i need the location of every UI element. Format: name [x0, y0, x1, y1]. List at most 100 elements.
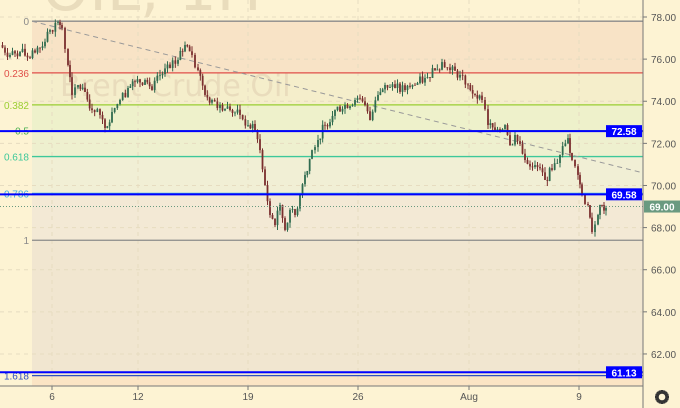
last-price-label: 69.00	[649, 203, 674, 214]
last-price-box	[644, 200, 680, 213]
candle-body	[438, 69, 441, 71]
candle-body	[156, 75, 159, 81]
candle-body	[24, 48, 26, 56]
candle-body	[251, 123, 254, 129]
y-tick-label: 70.00	[651, 181, 676, 192]
candle-body	[487, 109, 489, 126]
candle-body	[234, 112, 236, 114]
candle-body	[369, 111, 371, 120]
candle-body	[364, 101, 366, 106]
candle-body	[429, 77, 431, 78]
candle-body	[605, 208, 607, 211]
candle-body	[546, 180, 549, 181]
candle-body	[229, 106, 231, 111]
candle-body	[548, 168, 551, 181]
fib-level-label: 1.618	[4, 372, 29, 383]
candle-body	[567, 138, 569, 144]
candle-body	[46, 31, 49, 42]
y-tick-label: 66.00	[651, 266, 676, 277]
candle-body	[421, 76, 424, 83]
candle-body	[386, 85, 389, 88]
candle-body	[113, 108, 116, 112]
candle-body	[451, 66, 454, 71]
candle-body	[4, 47, 6, 53]
trend-line[interactable]	[31, 20, 644, 174]
candle-body	[409, 85, 411, 87]
candle-body	[319, 138, 322, 140]
fib-level-label: 0.236	[4, 69, 29, 80]
candle-body	[71, 77, 73, 95]
candle-body	[424, 78, 426, 83]
candle-body	[326, 125, 329, 127]
candle-body	[296, 208, 299, 215]
candle-body	[261, 150, 264, 170]
candle-body	[104, 119, 106, 128]
fib-zone	[32, 72, 643, 105]
candle-body	[414, 84, 416, 86]
y-tick-label: 76.00	[651, 55, 676, 66]
candle-body	[374, 100, 377, 112]
fib-zone	[32, 21, 643, 73]
candle-body	[389, 87, 391, 88]
candle-body	[266, 185, 269, 202]
candle-body	[34, 50, 36, 53]
candle-body	[301, 184, 304, 195]
candle-body	[39, 47, 41, 49]
candle-body	[116, 104, 119, 109]
candle-body	[334, 110, 336, 116]
candle-body	[571, 152, 573, 160]
candle-body	[489, 123, 492, 126]
y-tick-label: 68.00	[651, 224, 676, 235]
candle-body	[426, 77, 429, 79]
candle-body	[244, 119, 247, 126]
candle-body	[569, 138, 571, 153]
candle-body	[111, 111, 113, 123]
candle-body	[281, 205, 284, 219]
candle-body	[481, 95, 483, 100]
fib-level-label: 0.382	[4, 101, 29, 112]
fib-level-label: 0	[23, 17, 29, 28]
candle-body	[179, 50, 182, 60]
candle-body	[461, 74, 464, 76]
candle-body	[519, 141, 521, 144]
candle-body	[406, 85, 409, 91]
price-label: 69.58	[611, 190, 636, 201]
candle-body	[6, 52, 9, 57]
candle-body	[191, 51, 193, 55]
candle-body	[401, 85, 404, 92]
candle-body	[49, 30, 51, 32]
fib-level-label: 0.618	[4, 153, 29, 164]
candle-body	[496, 129, 499, 131]
fib-zone	[32, 193, 643, 241]
y-tick-label: 74.00	[651, 97, 676, 108]
candle-body	[449, 67, 451, 71]
candle-body	[259, 139, 261, 151]
candle-body	[1, 45, 4, 48]
candle-body	[553, 163, 556, 170]
candle-body	[224, 108, 226, 111]
candle-body	[454, 66, 456, 71]
candle-body	[476, 94, 479, 99]
x-tick-label: 12	[132, 392, 144, 403]
candle-body	[474, 93, 476, 95]
price-label-box	[606, 366, 642, 379]
candle-body	[194, 54, 196, 68]
candle-body	[249, 125, 252, 129]
candle-body	[597, 214, 599, 225]
gear-hole	[658, 393, 666, 401]
candle-body	[171, 60, 174, 68]
candle-body	[276, 210, 279, 226]
candle-body	[91, 108, 93, 111]
candle-body	[366, 105, 369, 112]
candle-body	[564, 143, 567, 147]
candle-body	[16, 53, 19, 57]
candle-body	[221, 105, 224, 111]
candle-body	[139, 79, 141, 83]
candle-body	[247, 125, 249, 126]
candle-body	[141, 82, 144, 85]
fib-zone	[32, 240, 643, 376]
gear-icon[interactable]	[655, 390, 669, 404]
candle-body	[491, 123, 494, 128]
candle-body	[514, 134, 516, 145]
